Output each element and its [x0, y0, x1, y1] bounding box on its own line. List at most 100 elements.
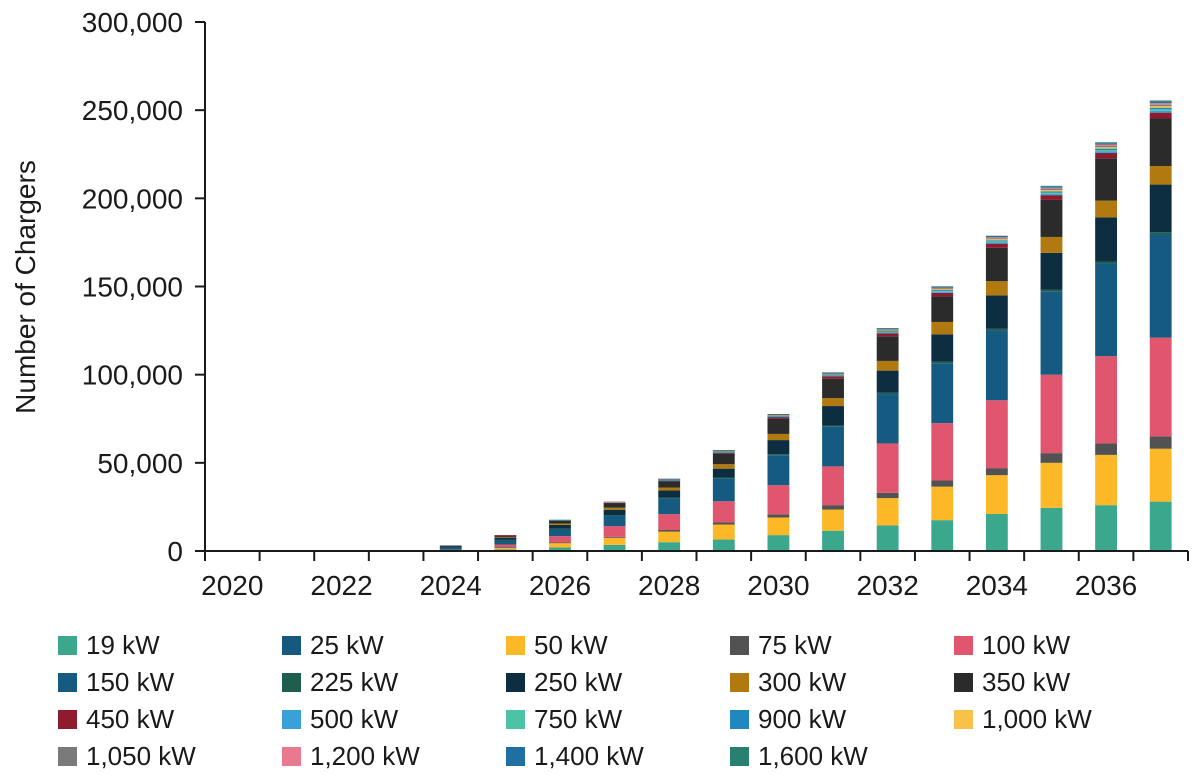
x-tick-label: 2034	[966, 570, 1028, 601]
bar-segment	[712, 477, 735, 479]
legend-label: 900 kW	[758, 703, 847, 734]
bar-segment	[985, 513, 1008, 551]
bar-stack-2027	[603, 501, 626, 551]
legend-label: 1,200 kW	[310, 740, 420, 771]
bar-stack-2030	[767, 413, 790, 551]
legend-swatch	[58, 635, 77, 655]
legend-swatch	[58, 746, 77, 766]
y-tick-label: 200,000	[82, 183, 183, 214]
bar-segment	[658, 490, 681, 498]
bar-segment	[931, 296, 954, 322]
bar-segment	[494, 540, 517, 545]
bar-segment	[712, 453, 735, 465]
legend-item: 1,000 kW	[954, 702, 1178, 736]
legend-swatch	[506, 635, 525, 655]
bar-segment	[658, 530, 681, 532]
x-tick-label: 2036	[1075, 570, 1137, 601]
legend-label: 1,050 kW	[86, 740, 196, 771]
bar-segment	[876, 498, 899, 526]
bar-segment	[822, 376, 844, 379]
bar-segment	[822, 406, 844, 426]
bar-segment	[876, 328, 899, 329]
y-axis-label: Number of Chargers	[10, 160, 41, 414]
bar-segment	[876, 370, 899, 393]
legend-label: 100 kW	[982, 629, 1071, 660]
bar-segment	[494, 547, 517, 548]
bar-segment	[549, 547, 571, 551]
bar-segment	[712, 464, 735, 469]
legend-swatch	[730, 746, 749, 766]
bar-segment	[767, 416, 790, 418]
bar-segment	[1095, 151, 1117, 154]
bar-stack-2035	[1040, 185, 1063, 551]
legend-swatch	[506, 672, 525, 692]
bar-segment	[822, 505, 844, 510]
bar-segment	[1040, 193, 1063, 196]
bar-stack-2031	[822, 372, 844, 551]
legend-swatch	[282, 746, 301, 766]
bar-segment	[549, 543, 571, 548]
bar-segment	[712, 452, 735, 454]
bar-segment	[658, 531, 681, 543]
bar-segment	[985, 330, 1008, 401]
legend-label: 150 kW	[86, 666, 175, 697]
bar-segment	[494, 537, 517, 540]
bar-segment	[985, 236, 1008, 238]
bar-segment	[985, 242, 1008, 244]
legend-label: 300 kW	[758, 666, 847, 697]
bar-segment	[1095, 263, 1117, 357]
bar-segment	[876, 329, 899, 331]
bar-segment	[1149, 448, 1172, 502]
x-tick-label: 2022	[310, 570, 372, 601]
bar-segment	[767, 455, 790, 486]
bar-segment	[1040, 199, 1063, 237]
bar-segment	[767, 517, 790, 536]
bar-segment	[1095, 142, 1117, 144]
bar-segment	[1040, 188, 1063, 191]
bar-segment	[931, 286, 954, 288]
bar-segment	[1149, 104, 1172, 107]
bar-segment	[549, 529, 571, 537]
stacked-bar-chart: 0 50,000 100,000 150,000 200,000 250,000 300,0…	[10, 7, 1189, 601]
bar-segment	[712, 501, 735, 523]
bar-segment	[931, 289, 954, 291]
bar-segment	[1149, 232, 1172, 235]
bar-segment	[1040, 191, 1063, 193]
bar-segment	[1149, 106, 1172, 108]
bar-segment	[658, 481, 681, 488]
bar-segment	[712, 478, 735, 502]
bar-segment	[603, 526, 626, 537]
bar-segment	[712, 522, 735, 525]
legend-label: 500 kW	[310, 703, 399, 734]
bar-segment	[985, 247, 1008, 282]
bar-segment	[985, 241, 1008, 243]
bar-segment	[985, 235, 1008, 237]
legend-item: 1,400 kW	[506, 739, 730, 773]
bar-stack-2032	[876, 328, 899, 551]
bar-segment	[985, 238, 1008, 240]
bar-segment	[822, 466, 844, 506]
bar-segment	[494, 547, 517, 550]
bar-segment	[1149, 184, 1172, 233]
bar-segment	[1095, 145, 1117, 148]
legend-item: 750 kW	[506, 702, 730, 736]
bar-segment	[1040, 192, 1063, 194]
legend-item: 500 kW	[282, 702, 506, 736]
bar-segment	[876, 525, 899, 551]
x-tick-label: 2032	[856, 570, 918, 601]
bar-segment	[1040, 187, 1063, 189]
bar-segment	[658, 478, 681, 480]
bar-segment	[1095, 143, 1117, 145]
bar-segment	[822, 425, 844, 427]
bar-segment	[931, 291, 954, 293]
bar-segment	[931, 292, 954, 297]
bar-stack-2025	[494, 535, 517, 551]
bar-segment	[876, 331, 899, 333]
bar-segment	[1149, 118, 1172, 167]
bar-segment	[931, 520, 954, 551]
y-axis-ticks: 0 50,000 100,000 150,000 200,000 250,000 300,0…	[82, 7, 205, 567]
bar-segment	[603, 515, 626, 516]
bar-segment	[1095, 147, 1117, 149]
legend-item: 150 kW	[58, 665, 282, 699]
legend-label: 350 kW	[982, 666, 1071, 697]
